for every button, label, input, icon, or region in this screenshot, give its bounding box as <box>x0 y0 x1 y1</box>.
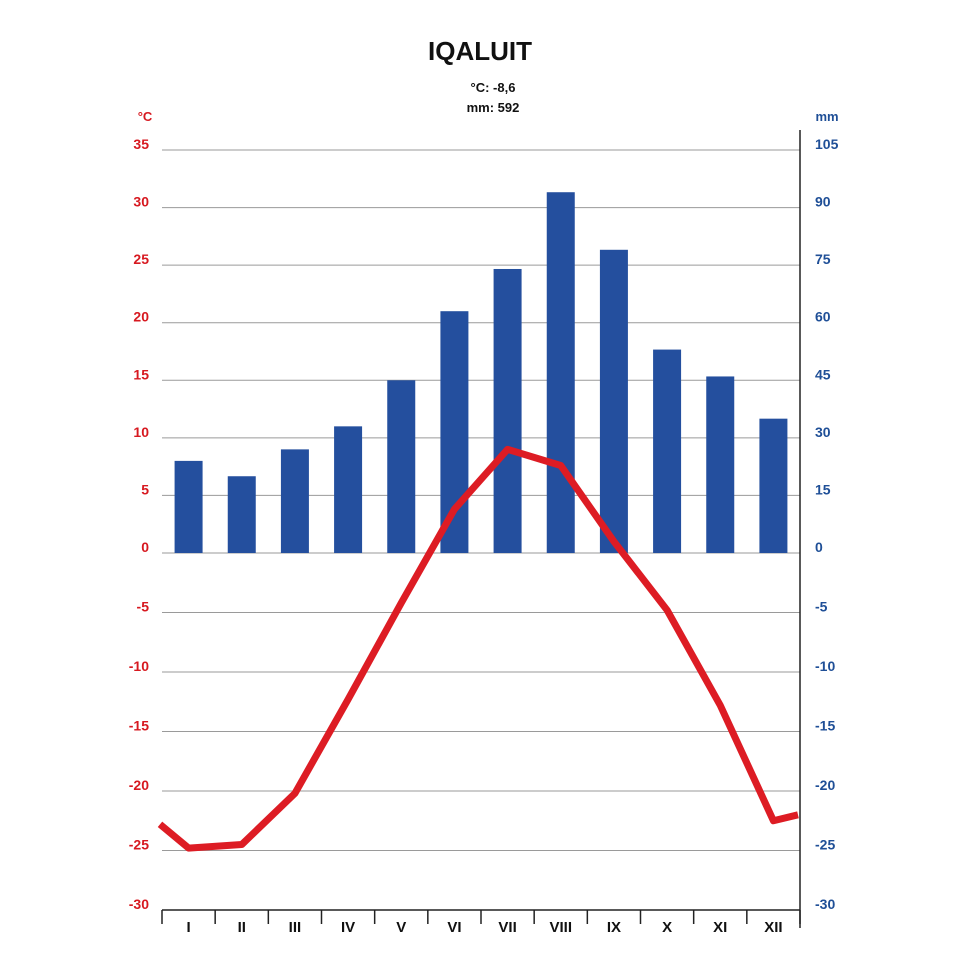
left-tick-label: 35 <box>133 136 149 152</box>
month-label-IV: IV <box>341 919 355 936</box>
month-label-VIII: VIII <box>549 919 572 936</box>
precip-bar-VII <box>493 268 522 553</box>
precip-bar-XI <box>706 376 735 553</box>
left-tick-label: -25 <box>129 837 149 853</box>
month-label-V: V <box>396 919 406 936</box>
month-label-VI: VI <box>447 919 461 936</box>
precip-bar-I <box>174 460 203 553</box>
right-tick-label: -10 <box>815 658 835 674</box>
right-tick-label: 15 <box>815 481 831 497</box>
precip-bar-XII <box>759 418 788 553</box>
precip-bar-V <box>387 380 416 553</box>
right-tick-label: -15 <box>815 718 835 734</box>
right-axis-ticks: 105 90 75 60 45 30 15 0 -5 -10 -15 -20 -25 -30 <box>815 136 839 912</box>
month-label-X: X <box>662 919 672 936</box>
right-tick-label: -5 <box>815 599 828 615</box>
right-tick-label: 105 <box>815 136 839 152</box>
left-tick-label: -30 <box>129 896 149 912</box>
month-labels: I II III IV V VI VII VIII IX X XI XII <box>186 919 782 936</box>
left-axis-ticks: 35 30 25 20 15 10 5 0 -5 -10 -15 -20 -25 -30 <box>129 136 149 912</box>
right-tick-label: 0 <box>815 539 823 555</box>
precip-bar-X <box>653 349 682 553</box>
right-tick-label: -25 <box>815 837 835 853</box>
left-tick-label: -15 <box>129 718 149 734</box>
left-tick-label: 15 <box>133 366 149 382</box>
precip-bar-VI <box>440 311 469 553</box>
precip-bar-III <box>280 449 309 553</box>
right-tick-label: 30 <box>815 424 831 440</box>
precipitation-bars <box>174 192 788 554</box>
precip-bar-IX <box>599 249 628 554</box>
left-tick-label: 10 <box>133 424 149 440</box>
right-tick-label: -30 <box>815 896 835 912</box>
left-axis-unit: °C <box>138 109 153 124</box>
left-tick-label: 5 <box>141 481 149 497</box>
annual-precipitation-label: mm: 592 <box>466 100 520 115</box>
month-label-IX: IX <box>607 919 621 936</box>
month-label-XI: XI <box>713 919 727 936</box>
left-tick-label: -10 <box>129 658 149 674</box>
right-axis-unit: mm <box>815 109 838 124</box>
gridlines <box>162 149 800 851</box>
left-tick-label: 25 <box>133 251 149 267</box>
month-label-I: I <box>186 919 190 936</box>
left-tick-label: 0 <box>141 539 149 555</box>
left-tick-label: 20 <box>133 309 149 325</box>
month-label-II: II <box>238 919 246 936</box>
chart-title: IQALUIT <box>428 36 532 66</box>
axes <box>161 130 801 928</box>
precip-bar-IV <box>334 426 363 553</box>
right-tick-label: 90 <box>815 194 831 210</box>
temperature-line <box>157 445 799 852</box>
left-tick-label: -5 <box>137 599 150 615</box>
right-tick-label: 45 <box>815 366 831 382</box>
right-tick-label: 75 <box>815 251 831 267</box>
right-tick-label: 60 <box>815 309 831 325</box>
precip-bar-II <box>227 476 256 553</box>
month-label-XII: XII <box>764 919 782 936</box>
precip-bar-VIII <box>546 192 575 553</box>
mean-temperature-label: °C: -8,6 <box>470 80 516 95</box>
left-tick-label: -20 <box>129 777 149 793</box>
month-label-III: III <box>289 919 302 936</box>
left-tick-label: 30 <box>133 194 149 210</box>
right-tick-label: -20 <box>815 777 835 793</box>
month-label-VII: VII <box>498 919 516 936</box>
